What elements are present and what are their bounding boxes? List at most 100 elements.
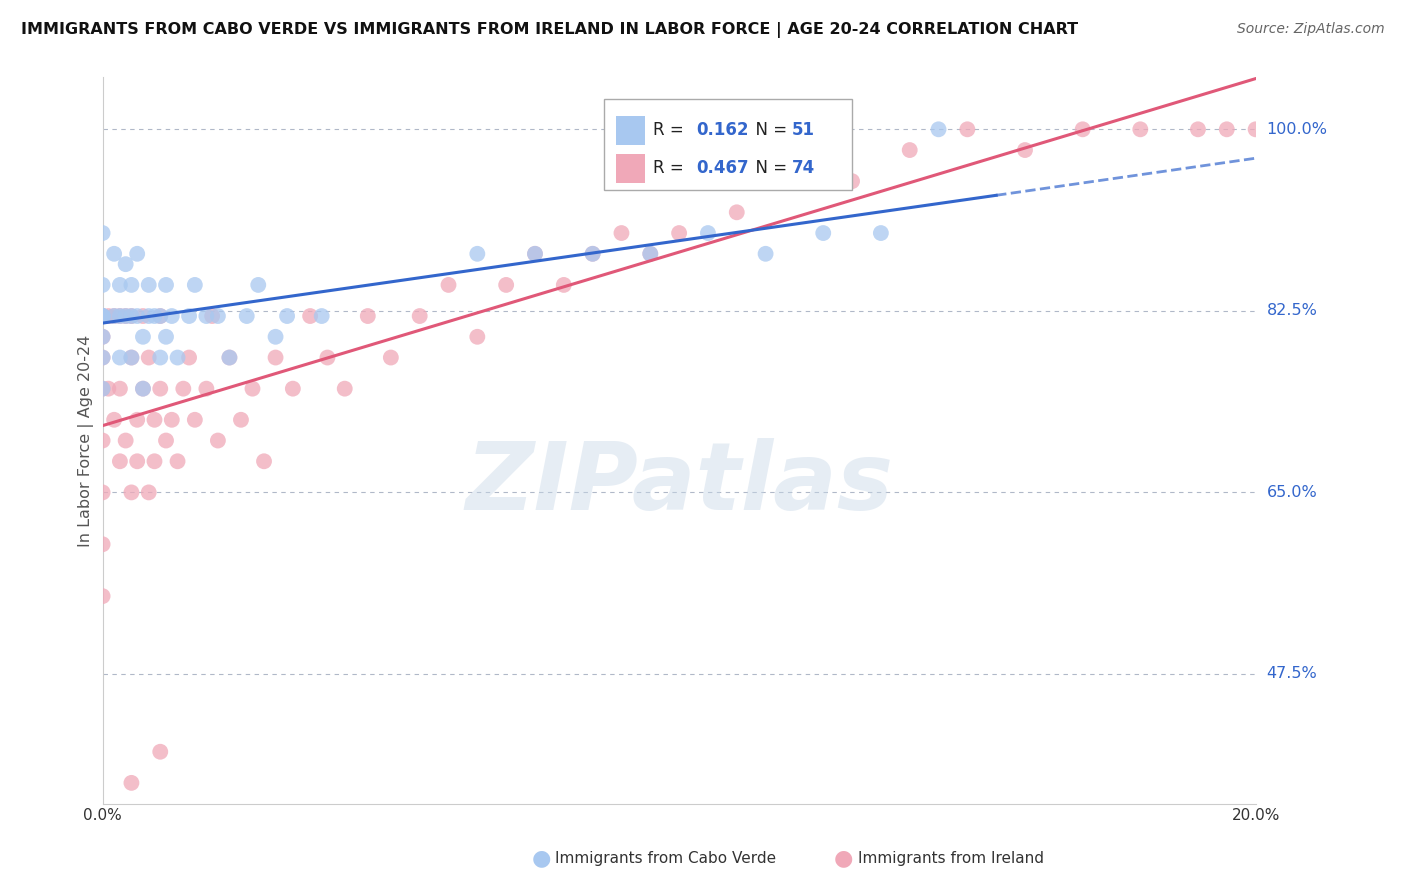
Text: N =: N = (745, 159, 792, 178)
Point (195, 382, 218, 396)
Point (138, 309, 160, 323)
Text: 51: 51 (792, 121, 815, 139)
Point (149, 382, 172, 396)
Point (465, 330, 488, 344)
Point (357, 309, 380, 323)
Point (755, 247, 778, 261)
Text: ●: ● (531, 848, 551, 868)
Text: 0.467: 0.467 (696, 159, 749, 178)
Point (1071, 122, 1094, 136)
Point (1244, 122, 1267, 136)
Point (91, 309, 114, 323)
Point (132, 330, 155, 344)
Point (264, 351, 287, 365)
Point (218, 351, 240, 365)
Text: 65.0%: 65.0% (1267, 485, 1317, 500)
Point (132, 382, 155, 396)
Point (870, 226, 893, 240)
Point (276, 309, 298, 323)
Point (155, 434, 177, 448)
Point (108, 277, 131, 292)
Point (160, 309, 183, 323)
FancyBboxPatch shape (616, 116, 644, 145)
Point (91, 351, 114, 365)
Point (1129, 122, 1152, 136)
Point (160, 413, 183, 427)
Point (91, 309, 114, 323)
Point (91, 226, 114, 240)
Point (247, 277, 270, 292)
Text: Immigrants from Cabo Verde: Immigrants from Cabo Verde (555, 851, 776, 865)
Point (108, 309, 131, 323)
Point (103, 309, 125, 323)
Point (783, 174, 806, 188)
Point (91, 309, 114, 323)
Text: Immigrants from Ireland: Immigrants from Ireland (858, 851, 1043, 865)
Point (155, 277, 177, 292)
Point (108, 351, 131, 365)
Point (242, 382, 264, 396)
Text: N =: N = (745, 121, 792, 139)
Point (149, 745, 172, 759)
Point (143, 454, 166, 468)
Point (120, 485, 142, 500)
Point (91, 309, 114, 323)
Point (333, 382, 356, 396)
Point (524, 247, 547, 261)
Point (408, 309, 430, 323)
Point (127, 247, 149, 261)
Point (114, 309, 136, 323)
Point (380, 351, 402, 365)
Point (177, 309, 200, 323)
Point (127, 413, 149, 427)
Point (97, 309, 120, 323)
Point (311, 309, 333, 323)
Point (582, 247, 605, 261)
Point (1216, 122, 1239, 136)
Point (253, 454, 276, 468)
Point (127, 309, 149, 323)
Point (640, 247, 662, 261)
Point (299, 309, 322, 323)
Point (184, 413, 207, 427)
Point (149, 351, 172, 365)
Point (195, 309, 218, 323)
Point (956, 122, 979, 136)
Point (91, 351, 114, 365)
Point (166, 454, 188, 468)
Point (184, 277, 207, 292)
Point (97, 382, 120, 396)
Point (229, 413, 252, 427)
Point (91, 485, 114, 500)
Text: IMMIGRANTS FROM CABO VERDE VS IMMIGRANTS FROM IRELAND IN LABOR FORCE | AGE 20-24: IMMIGRANTS FROM CABO VERDE VS IMMIGRANTS… (21, 22, 1078, 38)
Point (120, 309, 142, 323)
Point (143, 309, 166, 323)
Point (108, 309, 131, 323)
Text: Source: ZipAtlas.com: Source: ZipAtlas.com (1237, 22, 1385, 37)
Point (91, 537, 114, 551)
Point (114, 434, 136, 448)
Point (91, 434, 114, 448)
Point (582, 247, 605, 261)
Point (114, 309, 136, 323)
Point (264, 330, 287, 344)
Point (610, 226, 633, 240)
Point (114, 257, 136, 271)
Point (138, 351, 160, 365)
Point (668, 226, 690, 240)
Text: 0.162: 0.162 (696, 121, 749, 139)
Point (143, 413, 166, 427)
Text: 100.0%: 100.0% (1267, 122, 1327, 136)
Point (120, 351, 142, 365)
Point (640, 247, 662, 261)
Point (103, 247, 125, 261)
Point (149, 309, 172, 323)
Point (207, 309, 229, 323)
Point (437, 277, 460, 292)
Point (281, 382, 304, 396)
Point (91, 589, 114, 603)
Point (316, 351, 339, 365)
Point (1014, 143, 1036, 157)
FancyBboxPatch shape (616, 153, 644, 183)
Point (91, 277, 114, 292)
